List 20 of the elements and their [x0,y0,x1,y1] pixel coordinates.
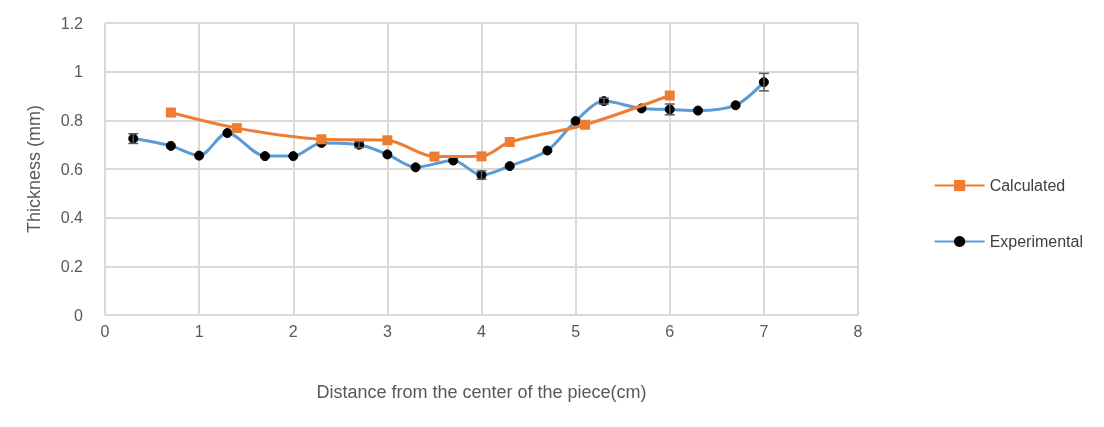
y-tick-label: 1.2 [60,14,84,32]
x-tick-label: 7 [759,322,769,340]
y-tick-label: 1 [74,63,84,81]
x-tick-label: 2 [288,322,298,340]
x-tick-label: 3 [382,322,392,340]
y-tick-label: 0 [74,306,84,324]
legend-label: Calculated [989,177,1066,194]
x-tick-label: 4 [477,322,487,340]
x-tick-label: 8 [853,322,863,340]
x-tick-label: 6 [665,322,675,340]
x-tick-label: 5 [571,322,581,340]
x-tick-label: 1 [194,322,204,340]
y-axis-title: Thickness (mm) [24,104,44,234]
legend-label: Experimental [989,233,1083,250]
y-tick-label: 0.6 [60,160,84,178]
y-tick-label: 0.2 [60,257,84,275]
x-axis-title: Distance from the center of the piece(cm) [316,382,647,402]
y-tick-label: 0.8 [60,111,84,129]
x-tick-label: 0 [100,322,110,340]
y-tick-label: 0.4 [60,209,84,227]
